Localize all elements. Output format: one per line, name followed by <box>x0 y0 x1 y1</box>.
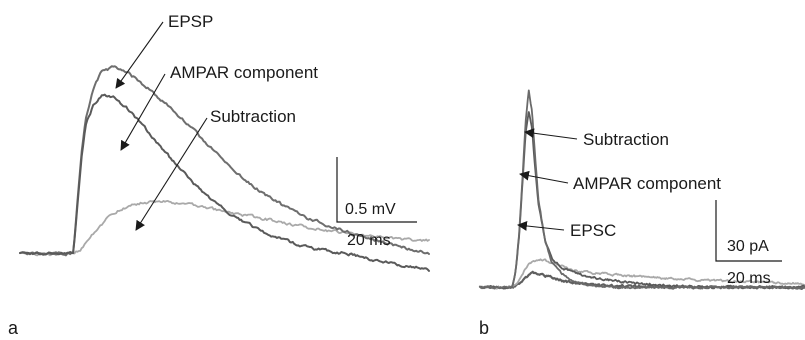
traces-a <box>19 65 430 272</box>
epsp-label: EPSP <box>168 12 213 31</box>
epsp-trace <box>19 65 430 257</box>
scalebar-a-horizontal-label: 20 ms <box>347 232 391 249</box>
subtraction-arrow-b <box>524 128 578 140</box>
ampar-label-a: AMPAR component <box>170 63 318 82</box>
ampar-arrow-a <box>120 73 166 151</box>
subtraction-trace-b <box>479 258 805 290</box>
panel-a: EPSP AMPAR component Subtraction 0.5 mV … <box>8 12 430 338</box>
panel-a-letter: a <box>8 318 19 338</box>
epsc-label: EPSC <box>570 221 616 240</box>
scalebar-a <box>336 157 417 223</box>
epsc-trace <box>479 89 805 290</box>
panel-b: Subtraction AMPAR component EPSC 30 pA 2… <box>478 89 805 338</box>
scalebar-b-horizontal-label: 20 ms <box>727 270 771 287</box>
scalebar-b <box>715 200 782 262</box>
panel-b-letter: b <box>479 318 489 338</box>
traces-b <box>478 89 805 290</box>
epsc-arrow <box>517 221 565 231</box>
ampar-arrow-b <box>519 170 569 184</box>
ampar-trace-a <box>19 93 430 272</box>
subtraction-label-a: Subtraction <box>210 107 296 126</box>
scalebar-b-vertical-label: 30 pA <box>727 238 769 255</box>
subtraction-label-b: Subtraction <box>583 130 669 149</box>
epsp-arrow <box>115 21 164 89</box>
scalebar-a-vertical-label: 0.5 mV <box>345 201 396 218</box>
ampar-label-b: AMPAR component <box>573 174 721 193</box>
subtraction-arrow-a <box>135 117 208 231</box>
